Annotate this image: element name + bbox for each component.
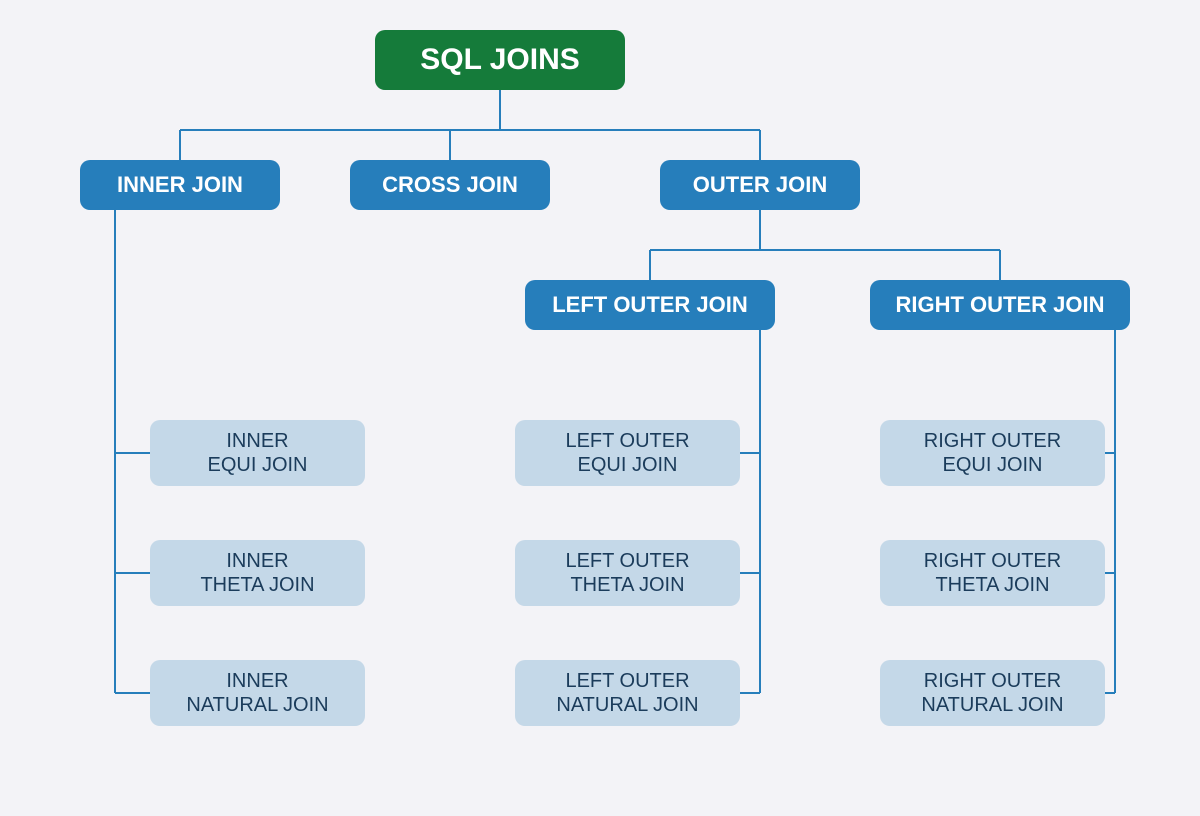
sql-joins-diagram: SQL JOINS INNER JOIN CROSS JOIN OUTER JOIN L… (0, 0, 1200, 816)
label-root: SQL JOINS (420, 43, 580, 76)
label-cross: CROSS JOIN (382, 172, 518, 197)
label-outer: OUTER JOIN (693, 172, 827, 197)
label-inner: INNER JOIN (117, 172, 243, 197)
label-left-outer: LEFT OUTER JOIN (552, 292, 748, 317)
label-right-outer: RIGHT OUTER JOIN (895, 292, 1104, 317)
